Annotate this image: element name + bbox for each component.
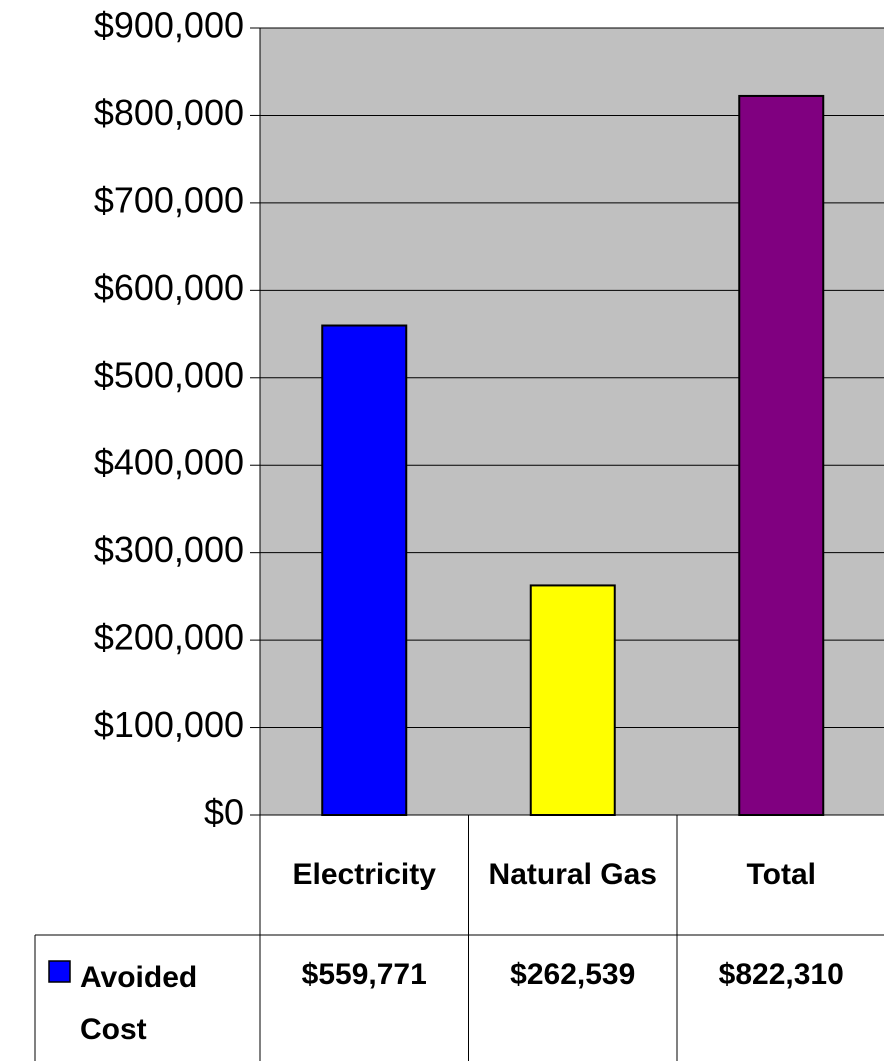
y-tick-label: $200,000 — [94, 617, 244, 658]
y-tick-label: $0 — [204, 792, 244, 833]
y-tick-label: $400,000 — [94, 442, 244, 483]
legend-swatch — [48, 960, 71, 983]
y-tick-label: $800,000 — [94, 92, 244, 133]
y-tick-label: $500,000 — [94, 354, 244, 395]
bar — [738, 94, 825, 816]
data-label: $559,771 — [301, 958, 427, 991]
y-tick-label: $900,000 — [94, 5, 244, 46]
data-label: $822,310 — [718, 958, 844, 991]
y-tick-label: $100,000 — [94, 704, 244, 745]
legend-label: Avoided Cost — [80, 961, 198, 1046]
x-tick-label: Electricity — [292, 858, 436, 891]
bar — [529, 584, 616, 817]
y-tick-label: $600,000 — [94, 267, 244, 308]
x-tick-label: Natural Gas — [488, 858, 657, 891]
x-tick-label: Total — [746, 858, 816, 891]
y-tick-label: $300,000 — [94, 529, 244, 570]
y-tick-label: $700,000 — [94, 179, 244, 220]
bar — [321, 324, 408, 816]
data-label: $262,539 — [510, 958, 636, 991]
